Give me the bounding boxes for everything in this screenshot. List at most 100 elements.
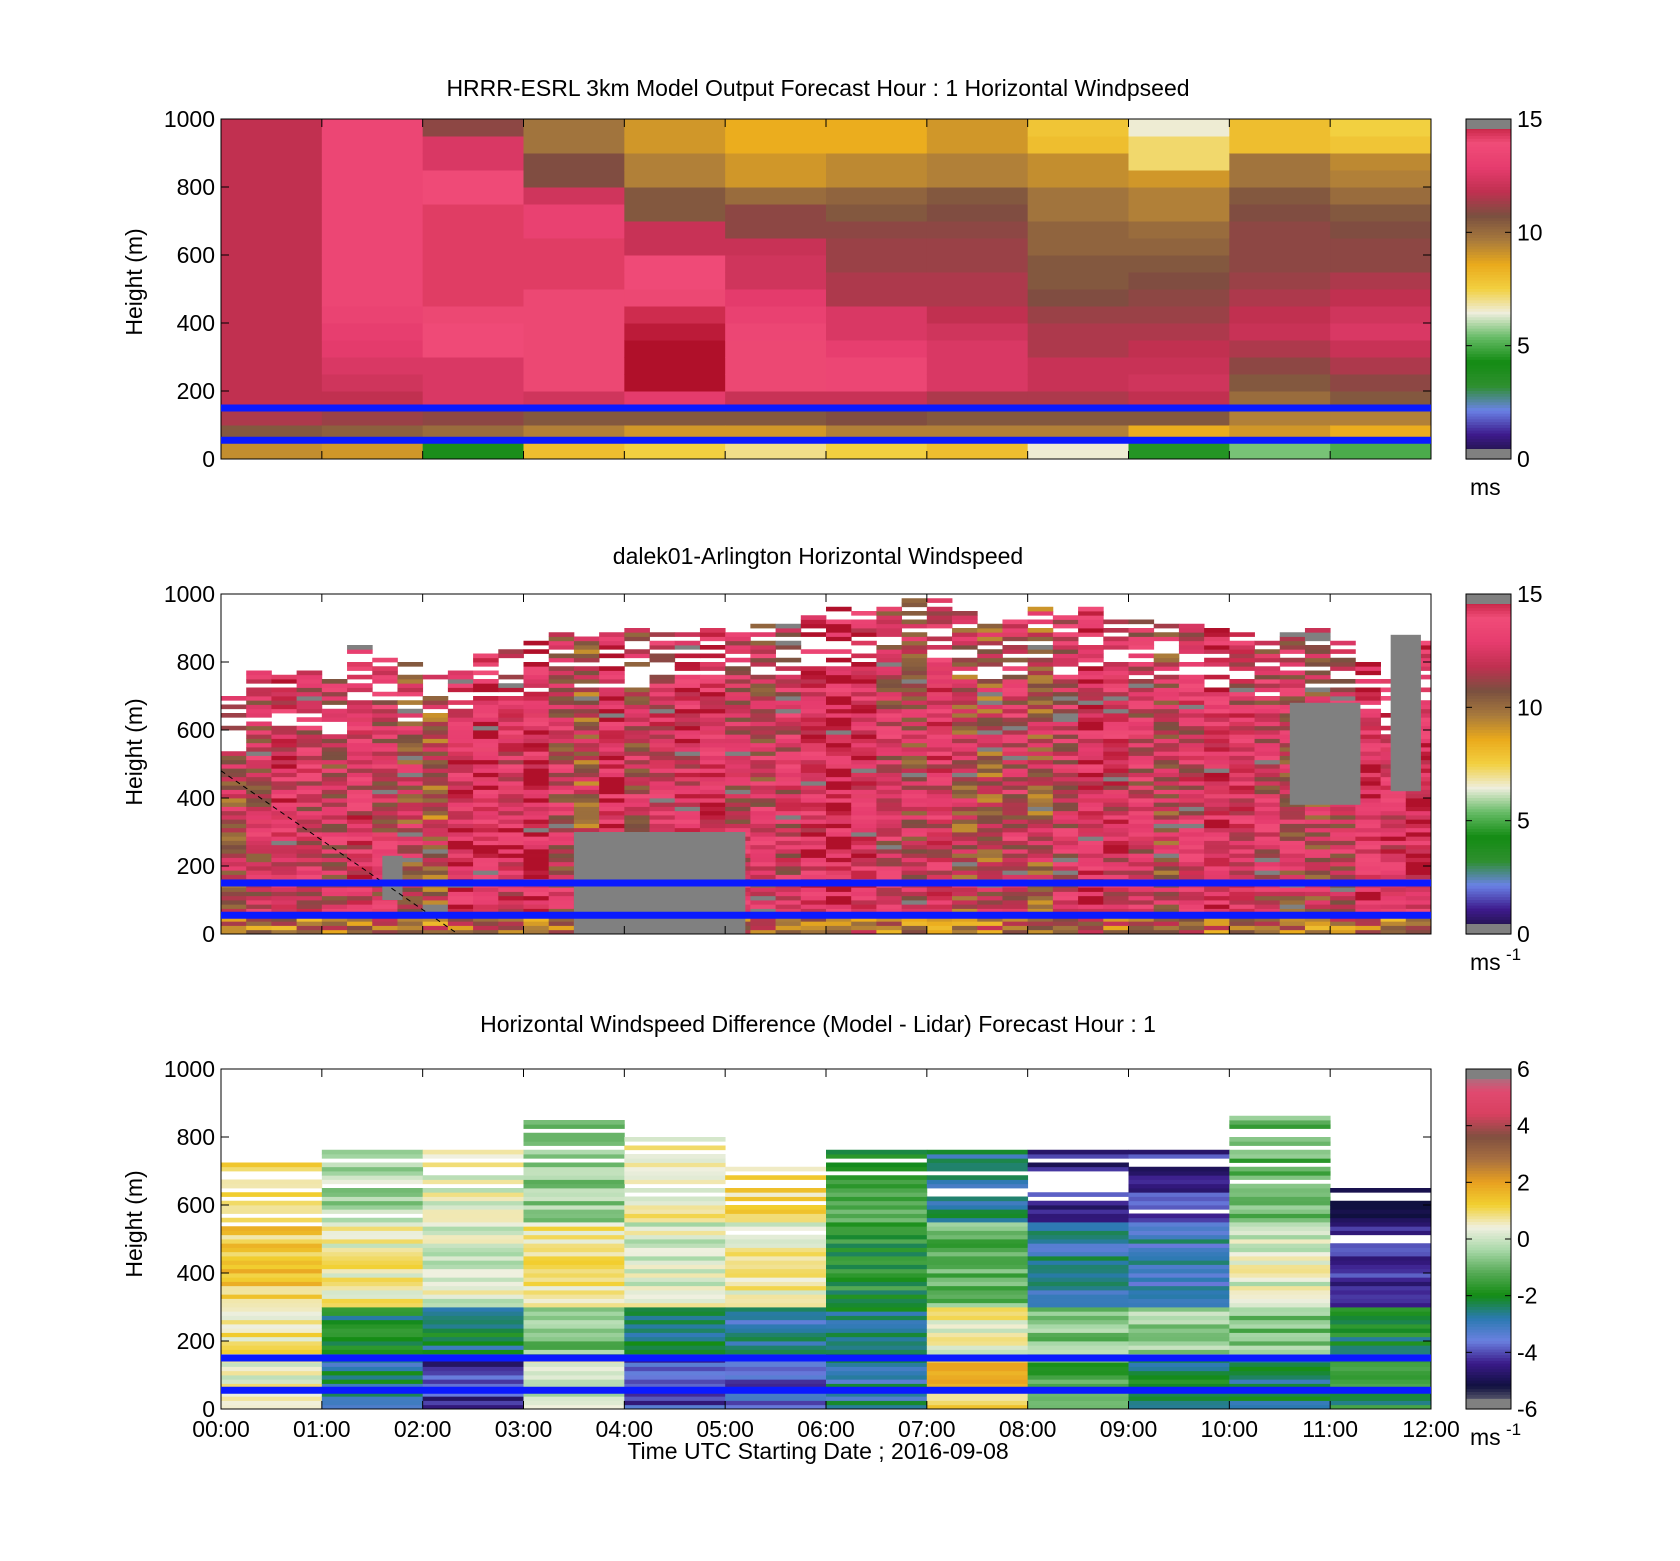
heatmap-cell	[750, 759, 776, 765]
heatmap-cell	[1027, 687, 1054, 693]
heatmap-cell	[725, 776, 751, 782]
heatmap-cell	[1002, 802, 1029, 807]
heatmap-cell	[977, 917, 1003, 922]
heatmap-cell	[1229, 1149, 1331, 1155]
heatmap-cell	[447, 708, 474, 714]
colorbar-swatch	[1466, 806, 1511, 810]
heatmap-cell	[1128, 1192, 1230, 1197]
heatmap-cell	[1380, 793, 1407, 799]
heatmap-cell	[498, 802, 524, 807]
heatmap-cell	[826, 1183, 928, 1189]
heatmap-cell	[271, 798, 298, 803]
heatmap-cell	[1128, 323, 1230, 341]
colorbar-swatch	[1466, 715, 1511, 720]
heatmap-cell	[246, 806, 272, 812]
heatmap-cell	[725, 408, 827, 426]
heatmap-cell	[851, 721, 877, 727]
heatmap-cell	[523, 793, 550, 799]
heatmap-cell	[1078, 768, 1104, 773]
heatmap-cell	[1304, 887, 1331, 892]
colorbar-swatch	[1466, 368, 1511, 372]
heatmap-cell	[1229, 1298, 1331, 1304]
heatmap-cell	[1254, 870, 1281, 875]
heatmap-cell	[321, 921, 348, 926]
heatmap-cell	[1178, 802, 1205, 807]
heatmap-cell	[926, 1175, 1029, 1180]
heatmap-cell	[725, 789, 751, 795]
heatmap-cell	[1103, 904, 1129, 909]
heatmap-cell	[1027, 789, 1054, 795]
heatmap-cell	[649, 785, 676, 790]
heatmap-cell	[372, 806, 398, 812]
heatmap-cell	[1204, 781, 1230, 786]
heatmap-cell	[422, 1383, 524, 1389]
colorbar-swatch	[1466, 1241, 1511, 1246]
heatmap-cell	[901, 640, 928, 646]
heatmap-cell	[624, 1336, 726, 1342]
heatmap-cell	[1052, 798, 1079, 803]
heatmap-cell	[422, 917, 449, 922]
heatmap-cell	[725, 823, 751, 829]
heatmap-cell	[851, 708, 877, 714]
heatmap-cell	[750, 810, 776, 816]
heatmap-cell	[750, 768, 776, 773]
heatmap-cell	[624, 700, 650, 705]
colorbar-swatch	[1466, 1213, 1511, 1217]
heatmap-cell	[775, 623, 802, 629]
heatmap-cell	[901, 666, 928, 671]
heatmap-cell	[876, 666, 903, 671]
heatmap-cell	[473, 870, 499, 875]
heatmap-cell	[926, 1375, 1029, 1380]
heatmap-cell	[523, 917, 550, 922]
heatmap-cell	[1229, 391, 1331, 409]
heatmap-cell	[1330, 340, 1432, 358]
heatmap-cell	[1153, 708, 1180, 714]
heatmap-cell	[523, 238, 625, 256]
heatmap-cell	[977, 870, 1003, 875]
heatmap-cell	[699, 819, 726, 824]
heatmap-cell	[221, 861, 247, 867]
heatmap-cell	[800, 632, 827, 637]
heatmap-cell	[447, 857, 474, 863]
heatmap-cell	[523, 870, 550, 875]
heatmap-cell	[447, 700, 474, 705]
heatmap-cell	[699, 721, 726, 727]
heatmap-cell	[422, 1230, 524, 1236]
colorbar-swatch	[1466, 1103, 1511, 1107]
heatmap-cell	[775, 844, 802, 850]
heatmap-cell	[926, 611, 953, 616]
heatmap-cell	[826, 1379, 928, 1384]
heatmap-cell	[901, 815, 928, 820]
heatmap-cell	[1128, 691, 1155, 697]
colorbar-swatch	[1466, 877, 1511, 881]
heatmap-cell	[624, 1332, 726, 1338]
heatmap-cell	[826, 1247, 928, 1253]
heatmap-cell	[926, 755, 953, 761]
heatmap-cell	[1254, 670, 1281, 676]
heatmap-cell	[1178, 721, 1205, 727]
heatmap-cell	[699, 691, 726, 697]
heatmap-cell	[473, 662, 499, 667]
heatmap-cell	[422, 1375, 524, 1380]
heatmap-cell	[1330, 187, 1432, 205]
heatmap-cell	[826, 674, 852, 680]
heatmap-cell	[523, 1392, 625, 1397]
heatmap-cell	[851, 836, 877, 841]
heatmap-cell	[1204, 853, 1230, 858]
heatmap-cell	[876, 623, 903, 629]
heatmap-cell	[1405, 810, 1432, 816]
heatmap-cell	[876, 721, 903, 727]
heatmap-cell	[321, 1205, 424, 1210]
heatmap-cell	[1128, 815, 1155, 820]
heatmap-cell	[926, 1234, 1029, 1240]
heatmap-cell	[926, 798, 953, 803]
heatmap-cell	[1229, 1345, 1331, 1350]
heatmap-cell	[523, 170, 625, 188]
heatmap-cell	[649, 768, 676, 773]
heatmap-cell	[1254, 776, 1281, 782]
heatmap-cell	[1304, 840, 1331, 846]
heatmap-cell	[1078, 645, 1104, 650]
heatmap-cell	[1103, 823, 1129, 829]
heatmap-cell	[1254, 904, 1281, 909]
